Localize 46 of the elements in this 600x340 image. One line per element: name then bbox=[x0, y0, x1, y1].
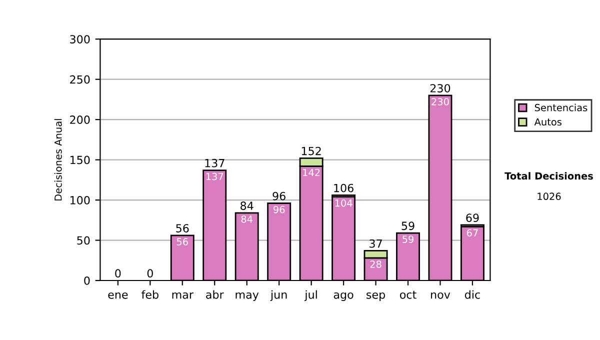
x-tick-label: abr bbox=[206, 290, 224, 299]
total-label: 0 bbox=[115, 269, 121, 278]
total-label: 56 bbox=[176, 224, 189, 232]
total-label: 137 bbox=[205, 158, 224, 168]
x-tick-label: ene bbox=[108, 292, 128, 299]
y-tick-label: 0 bbox=[84, 276, 90, 285]
x-tick-label: nov bbox=[431, 292, 450, 299]
total-label: 230 bbox=[430, 84, 450, 92]
data-label: 137 bbox=[206, 172, 224, 180]
data-label: 142 bbox=[303, 168, 320, 176]
total-label: 96 bbox=[272, 192, 286, 200]
x-tick-label: may bbox=[236, 292, 259, 301]
x-tick-label: oct bbox=[400, 290, 416, 299]
data-label: 104 bbox=[335, 199, 352, 207]
y-tick-label: 50 bbox=[77, 236, 90, 245]
y-tick-label: 300 bbox=[70, 35, 90, 44]
total-label: 152 bbox=[302, 146, 321, 156]
legend-label: Sentencias bbox=[534, 104, 588, 112]
total-label: 84 bbox=[240, 202, 254, 210]
data-label: 84 bbox=[241, 215, 252, 223]
data-label: 28 bbox=[370, 260, 382, 268]
data-label: 67 bbox=[466, 229, 478, 237]
x-tick-label: ago bbox=[334, 292, 354, 301]
y-tick-label: 150 bbox=[70, 156, 90, 164]
data-label: 56 bbox=[176, 238, 188, 246]
total-label: 59 bbox=[402, 222, 414, 230]
total-label: 106 bbox=[334, 184, 354, 192]
text: Total Decisiones bbox=[504, 172, 593, 180]
total-label: 0 bbox=[147, 269, 153, 278]
x-tick-label: dic bbox=[464, 290, 480, 299]
y-tick-label: 100 bbox=[70, 196, 90, 204]
x-tick-label: sep bbox=[366, 292, 386, 301]
x-tick-label: mar bbox=[172, 292, 194, 299]
legend-label: Autos bbox=[534, 118, 562, 126]
total-label: 37 bbox=[370, 239, 382, 248]
x-tick-label: jun bbox=[270, 290, 287, 301]
x-tick-label: jul bbox=[304, 290, 317, 301]
text: 1026 bbox=[538, 192, 561, 200]
data-label: 59 bbox=[402, 236, 414, 243]
y-axis-title: Decisiones Anual bbox=[54, 119, 62, 200]
data-label: 96 bbox=[274, 206, 285, 214]
x-tick-label: feb bbox=[142, 290, 158, 299]
y-tick-label: 250 bbox=[70, 75, 90, 84]
data-label: 230 bbox=[432, 98, 449, 106]
y-tick-label: 200 bbox=[70, 116, 90, 124]
total-label: 69 bbox=[466, 214, 479, 222]
